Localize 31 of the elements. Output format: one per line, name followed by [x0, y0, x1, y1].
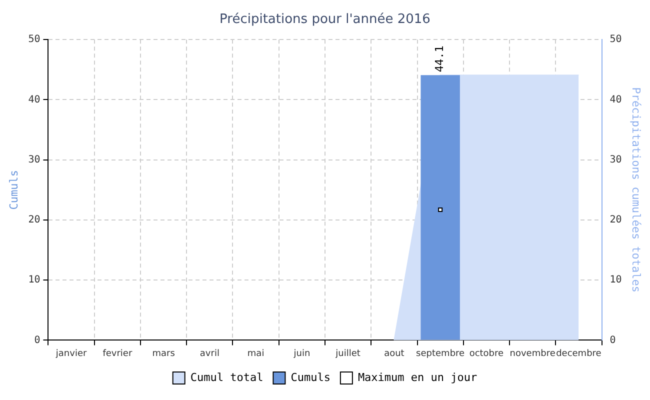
- legend-label: Maximum en un jour: [358, 370, 478, 384]
- x-tick-label: juin: [292, 348, 310, 359]
- y-tick-label: 10: [28, 274, 40, 286]
- x-tick-label: aout: [384, 348, 405, 359]
- x-tick-label: decembre: [556, 348, 602, 359]
- x-tick-label: septembre: [416, 348, 466, 359]
- y-tick-label: 40: [28, 94, 40, 106]
- y2-tick-label: 20: [610, 214, 622, 226]
- x-tick-label: mars: [152, 348, 176, 359]
- y-axis-title: Cumuls: [7, 170, 20, 210]
- y-tick-label: 50: [28, 34, 40, 46]
- x-tick-label: avril: [200, 348, 220, 359]
- legend-label: Cumul total: [190, 370, 264, 384]
- x-tick-label: fevrier: [102, 348, 132, 359]
- x-tick-label: juillet: [334, 348, 361, 359]
- y2-tick-label: 30: [610, 154, 622, 166]
- x-tick-label: janvier: [54, 348, 87, 359]
- y2-tick-label: 40: [610, 94, 622, 106]
- y-tick-label: 20: [28, 214, 40, 226]
- y-tick-label: 30: [28, 154, 40, 166]
- x-tick-label: novembre: [510, 348, 556, 359]
- y-tick-label: 0: [34, 334, 40, 346]
- y2-axis-title: Précipitations cumulées totales: [630, 87, 643, 293]
- chart-title: Précipitations pour l'année 2016: [220, 12, 430, 28]
- legend-label: Cumuls: [290, 370, 330, 384]
- y2-tick-label: 10: [610, 274, 622, 286]
- x-tick-label: octobre: [469, 348, 504, 359]
- y2-tick-label: 0: [610, 334, 616, 346]
- y2-tick-label: 50: [610, 34, 622, 46]
- x-tick-label: mai: [247, 348, 264, 359]
- data-label: 44.1: [433, 46, 446, 72]
